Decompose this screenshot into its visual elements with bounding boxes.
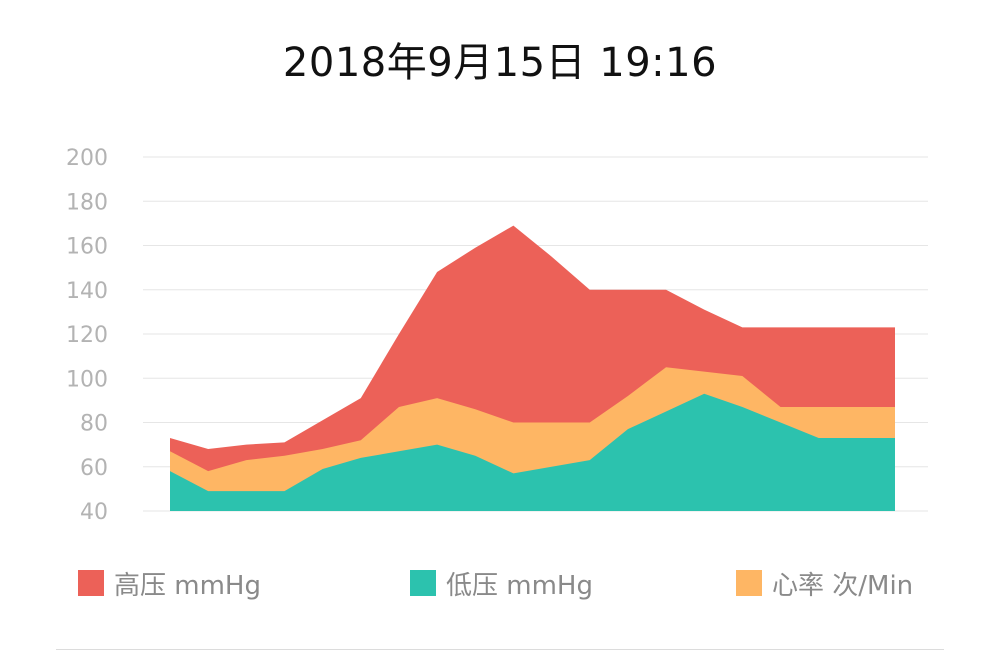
legend-label-heart-rate: 心率 次/Min (772, 570, 914, 601)
bottom-divider (56, 649, 944, 650)
legend-swatch-diastolic (410, 570, 436, 596)
legend-item-diastolic: 低压 mmHg (410, 565, 593, 601)
chart-legend: 高压 mmHg 低压 mmHg 心率 次/Min (0, 565, 1000, 601)
y-axis: 200 180 160 140 120 100 80 60 40 (66, 146, 108, 525)
area-series (170, 225, 895, 511)
area-diastolic (170, 393, 895, 511)
legend-swatch-systolic (78, 570, 104, 596)
legend-swatch-heart-rate (736, 570, 762, 596)
y-tick-label: 200 (66, 146, 108, 171)
y-tick-label: 120 (66, 323, 108, 348)
chart-title: 2018年9月15日 19:16 (282, 40, 718, 86)
legend-label-diastolic: 低压 mmHg (446, 570, 593, 601)
legend-label-systolic: 高压 mmHg (114, 570, 261, 601)
y-tick-label: 160 (66, 235, 108, 260)
y-tick-label: 40 (80, 500, 108, 525)
y-tick-label: 140 (66, 279, 108, 304)
legend-item-systolic: 高压 mmHg (78, 565, 261, 601)
y-tick-label: 80 (80, 412, 108, 437)
y-tick-label: 180 (66, 190, 108, 215)
legend-item-heart-rate: 心率 次/Min (736, 565, 913, 601)
y-tick-label: 100 (66, 367, 108, 392)
y-tick-label: 60 (80, 456, 108, 481)
